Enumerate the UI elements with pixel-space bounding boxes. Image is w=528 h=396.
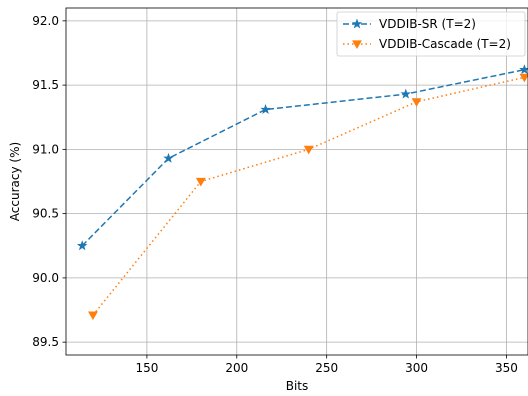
- legend-label: VDDIB-SR (T=2): [379, 17, 476, 31]
- x-tick-label: 300: [405, 361, 428, 375]
- x-tick-label: 250: [315, 361, 338, 375]
- legend-box: [336, 11, 526, 57]
- data-point: [163, 152, 174, 163]
- legend-entry: VDDIB-SR (T=2): [343, 17, 476, 31]
- y-tick-label: 91.0: [32, 142, 59, 156]
- legend: VDDIB-SR (T=2) VDDIB-Cascade (T=2): [336, 11, 526, 57]
- series-1: [88, 73, 528, 321]
- data-point: [76, 240, 88, 251]
- y-tick-label: 91.5: [32, 78, 59, 92]
- data-point: [519, 73, 528, 83]
- data-point: [519, 64, 528, 75]
- grid: [66, 8, 528, 355]
- x-tick-label: 200: [225, 361, 248, 375]
- ticks: 150 200 250 300 350 89.5 90.0 90.5 91.0 91.5 92.0: [32, 14, 518, 375]
- data-point: [400, 88, 411, 99]
- legend-label: VDDIB-Cascade (T=2): [379, 37, 511, 51]
- y-tick-label: 90.5: [32, 207, 59, 221]
- legend-marker: [351, 18, 363, 29]
- y-tick-label: 90.0: [32, 271, 59, 285]
- x-tick-label: 350: [495, 361, 518, 375]
- series-line: [81, 68, 525, 247]
- legend-marker: [352, 40, 362, 50]
- x-tick-label: 150: [135, 361, 158, 375]
- y-tick-label: 89.5: [32, 335, 59, 349]
- series-layer: [76, 64, 528, 321]
- data-point: [88, 311, 98, 321]
- data-point: [411, 98, 422, 107]
- data-point: [260, 104, 271, 114]
- data-point: [303, 145, 314, 155]
- y-axis-label: Accuracy (%): [8, 142, 22, 221]
- data-point: [195, 177, 206, 187]
- series-line: [92, 76, 525, 316]
- y-tick-label: 92.0: [32, 14, 59, 28]
- plot-frame: [65, 7, 528, 356]
- legend-entry: VDDIB-Cascade (T=2): [343, 37, 511, 51]
- series-0: [76, 64, 528, 251]
- x-axis-label: Bits: [286, 379, 309, 393]
